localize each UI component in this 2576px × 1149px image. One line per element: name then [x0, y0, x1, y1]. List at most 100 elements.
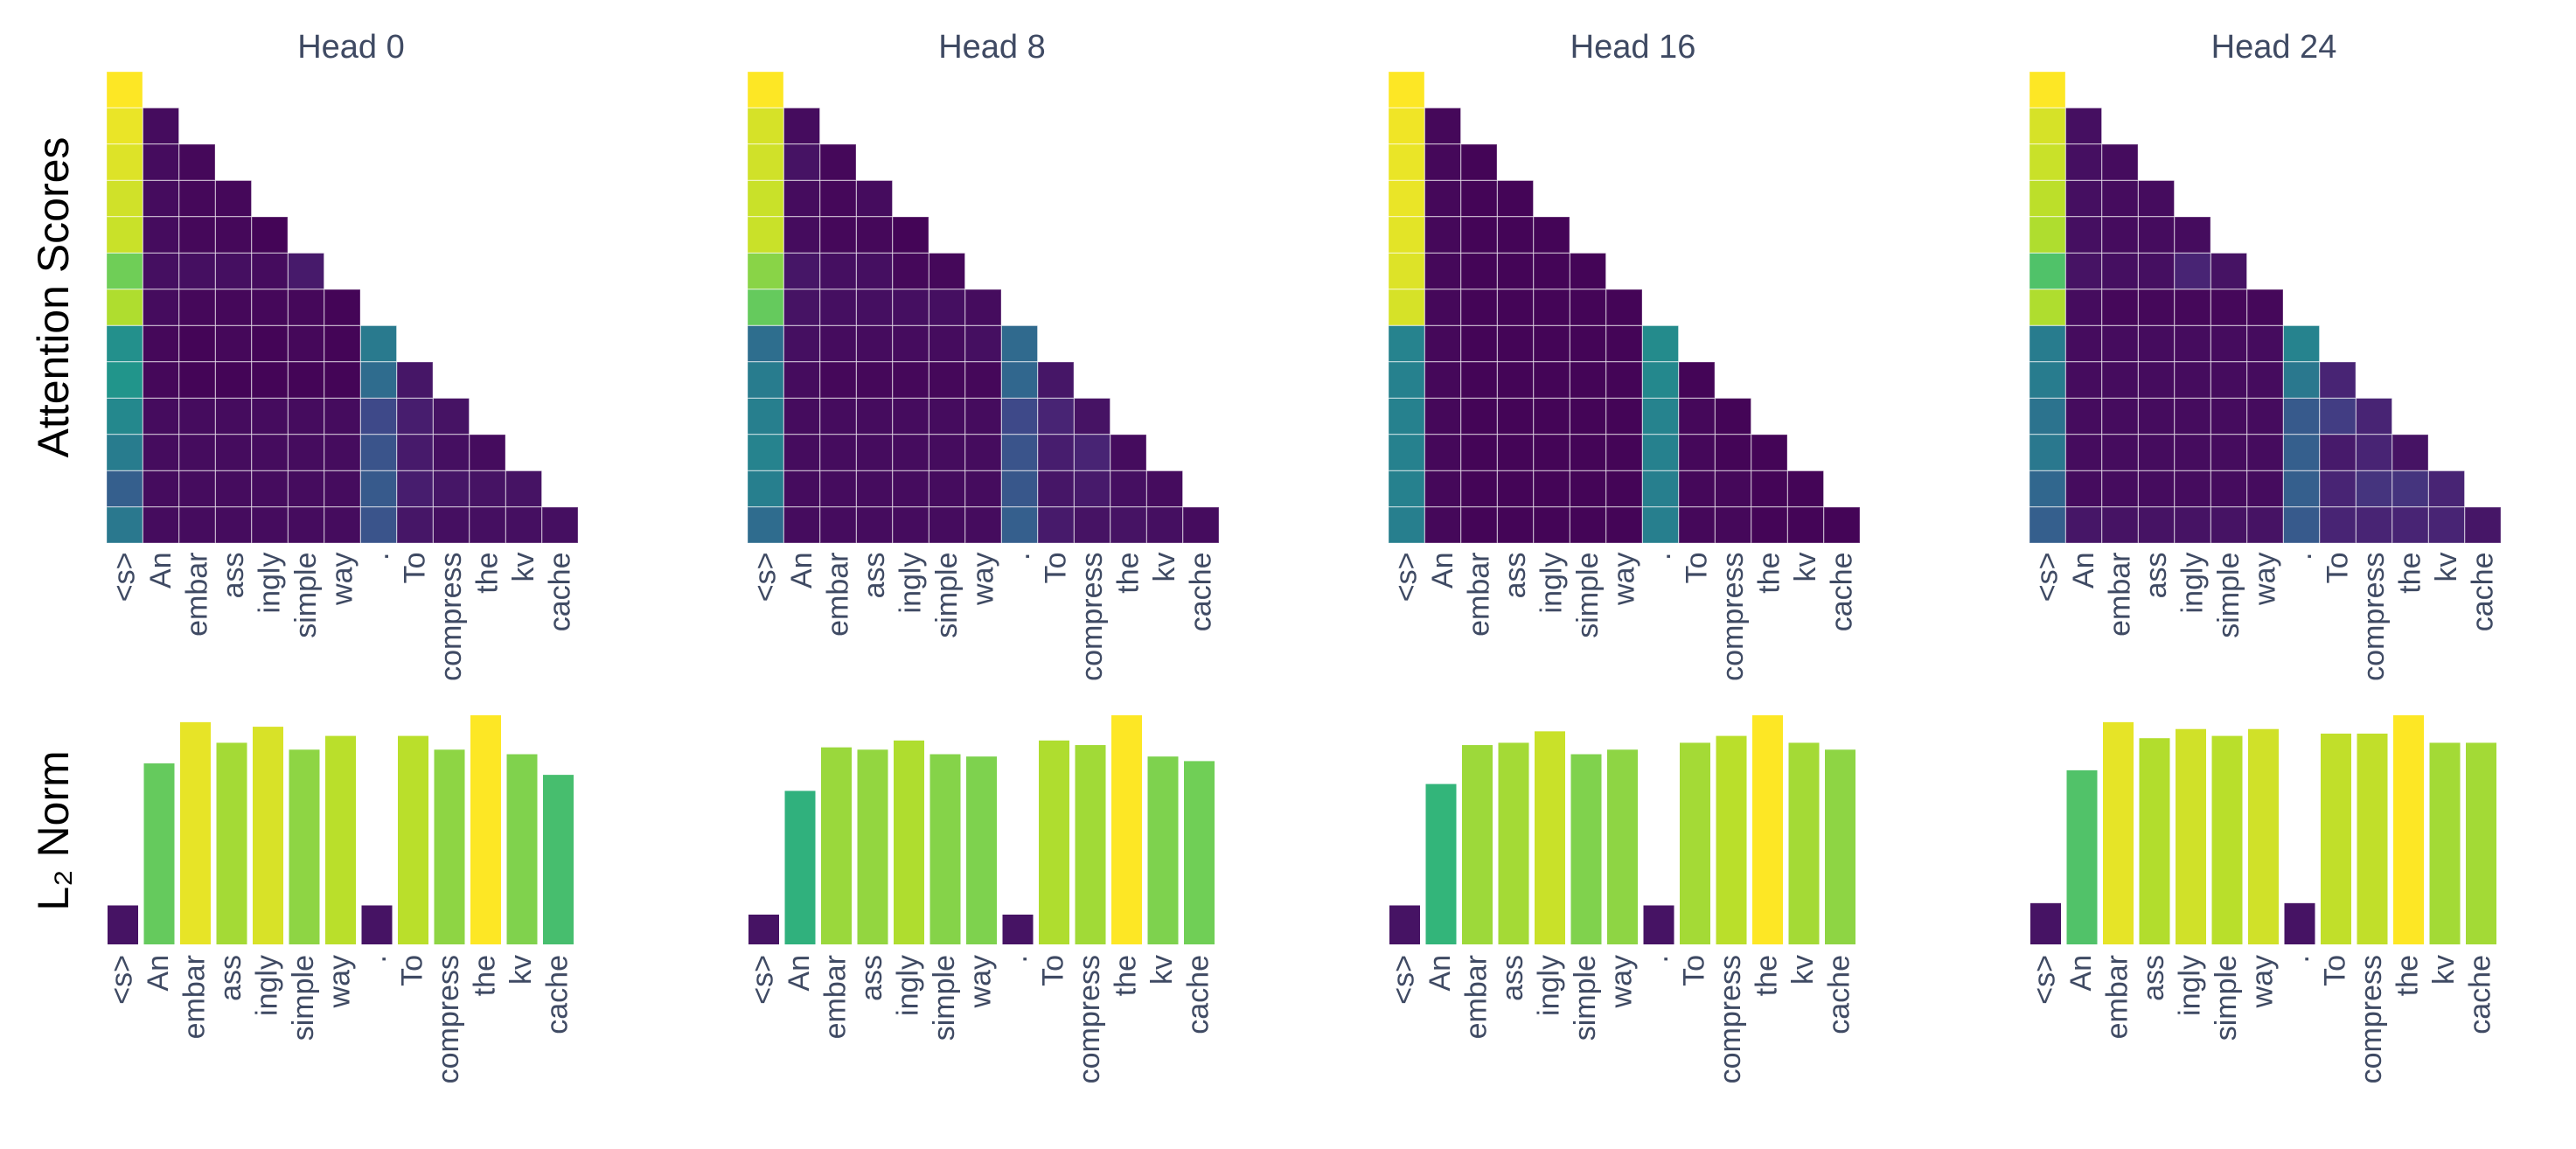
heatmap-cell [143, 434, 179, 471]
heatmap-cell [783, 108, 820, 144]
heatmap-cell [360, 470, 397, 507]
heatmap-cell [1642, 325, 1679, 362]
heatmap-cell [2174, 470, 2211, 507]
heatmap-cell [2065, 289, 2102, 326]
heatmap-cell [2174, 506, 2211, 544]
heatmap-cell [2029, 180, 2066, 217]
heatmap-cell [2246, 434, 2284, 471]
heatmap-cell [2392, 506, 2429, 544]
heatmap-cell [1823, 506, 1861, 544]
heatmap-cell [178, 180, 216, 217]
bar-tick-label: compress [2355, 955, 2388, 1083]
heatmap-cell [2138, 289, 2175, 326]
bar-tick-label: <s> [1388, 955, 1421, 1005]
heatmap-cell [819, 506, 857, 544]
heatmap-cell [964, 398, 1002, 435]
heatmap-cell [819, 470, 857, 507]
bar-tick-label: . [359, 955, 393, 963]
heatmap-cell [1001, 361, 1038, 399]
heatmap-cell [819, 143, 857, 181]
heatmap-cell [892, 325, 929, 362]
heatmap-cell [215, 325, 252, 362]
bar-tick-label: kv [1786, 955, 1820, 985]
bar-tick-label: ingly [1533, 955, 1566, 1016]
heatmap-cell [2319, 398, 2357, 435]
heatmap-cell [2101, 325, 2139, 362]
heatmap-cell [1533, 361, 1570, 399]
heatmap-cell [215, 470, 252, 507]
heatmap-cell [2065, 398, 2102, 435]
heatmap-cell [2029, 253, 2066, 289]
heatmap-cell [288, 398, 324, 435]
heatmap-cell [2392, 434, 2429, 471]
heatmap-cell [819, 180, 857, 217]
heatmap-cell [747, 180, 784, 217]
heatmap-cell [892, 253, 929, 289]
heatmap-cell [2428, 470, 2465, 507]
bar [1752, 715, 1783, 944]
heatmap-cell [1001, 325, 1038, 362]
heatmap-tick-label: ingly [1535, 553, 1569, 614]
heatmap-cell [433, 434, 470, 471]
heatmap-tick-label: cache [1185, 553, 1218, 632]
bar [289, 749, 320, 944]
heatmap-cell [892, 398, 929, 435]
heatmap-cell [1146, 506, 1183, 544]
bar-tick-label: . [2282, 955, 2315, 963]
heatmap-cell [106, 325, 143, 362]
heatmap-cell [929, 506, 965, 544]
heatmap-cell [747, 470, 784, 507]
bar-tick-label: kv [1145, 955, 1179, 985]
heatmap-cell [1605, 506, 1643, 544]
heatmap-tick-label: kv [2430, 553, 2463, 582]
heatmap-cell [2210, 253, 2247, 289]
bar-tick-label: embar [2101, 955, 2134, 1039]
bar-tick-label: To [1037, 955, 1070, 986]
heatmap-tick-label: simple [289, 553, 323, 638]
heatmap-cell [396, 506, 434, 544]
heatmap-tick-label: An [2067, 553, 2100, 589]
bar [1570, 754, 1602, 944]
heatmap-cell [2029, 71, 2066, 108]
heatmap-cell [2101, 180, 2139, 217]
heatmap-cell [288, 470, 324, 507]
heatmap-cell [1642, 506, 1679, 544]
heatmap-cell [106, 216, 143, 254]
heatmap-cell [2138, 325, 2175, 362]
heatmap-tick-label: the [471, 553, 505, 594]
heatmap-cell [106, 361, 143, 399]
heatmap-cell [2065, 361, 2102, 399]
bar [821, 747, 852, 944]
heatmap-cell [1424, 470, 1461, 507]
heatmap-cell [215, 434, 252, 471]
heatmap-cell [251, 398, 289, 435]
heatmap-cell [1605, 398, 1643, 435]
heatmap-cell [856, 325, 893, 362]
bar [2284, 902, 2315, 944]
heatmap-tick-label: compress [2357, 553, 2391, 681]
bar [398, 735, 428, 944]
bar [2103, 721, 2134, 944]
heatmap-cell [1570, 325, 1606, 362]
bar [470, 715, 501, 944]
bar [108, 905, 138, 944]
heatmap-cell [1570, 398, 1606, 435]
heatmap-cell [106, 253, 143, 289]
row-label-l2-norm: L₂ Norm [29, 750, 78, 910]
heatmap-tick-label: ass [858, 553, 891, 599]
heatmap-cell [1605, 289, 1643, 326]
heatmap-cell [1497, 398, 1534, 435]
heatmap-cell [2138, 434, 2175, 471]
heatmap-cell [747, 434, 784, 471]
heatmap-cell [1424, 289, 1461, 326]
heatmap-cell [1642, 470, 1679, 507]
heatmap-tick-label: ingly [895, 553, 928, 614]
heatmap-cell [1460, 434, 1498, 471]
bar [1184, 761, 1215, 944]
heatmap-cell [1460, 289, 1498, 326]
heatmap-cell [360, 325, 397, 362]
heatmap-cell [324, 289, 361, 326]
heatmap-cell [783, 216, 820, 254]
heatmap-cell [2029, 506, 2066, 544]
heatmap-cell [856, 289, 893, 326]
